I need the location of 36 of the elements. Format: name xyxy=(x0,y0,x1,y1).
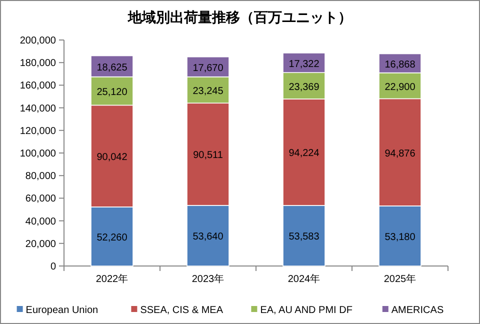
y-tick-label: 100,000 xyxy=(20,148,56,160)
legend-label: SSEA, CIS & MEA xyxy=(140,305,224,316)
y-tick-label: 0 xyxy=(50,262,56,272)
data-label: 94,876 xyxy=(384,148,416,160)
x-tick-label: 2024年 xyxy=(288,273,320,285)
chart-title: 地域別出荷量推移（百万ユニット） xyxy=(127,9,352,25)
data-label: 90,042 xyxy=(96,152,128,164)
y-tick-label: 200,000 xyxy=(20,36,56,46)
legend-label: AMERICAS xyxy=(391,305,444,316)
legend-label: European Union xyxy=(26,305,98,316)
data-label: 17,322 xyxy=(288,58,320,70)
x-tick-label: 2022年 xyxy=(96,273,128,285)
data-label: 94,224 xyxy=(288,148,320,160)
data-label: 52,260 xyxy=(96,232,128,244)
y-tick-label: 140,000 xyxy=(20,103,56,114)
data-label: 53,583 xyxy=(288,232,320,243)
data-label: 16,868 xyxy=(384,59,416,70)
y-tick-label: 60,000 xyxy=(25,194,56,205)
data-label: 23,245 xyxy=(192,86,224,97)
data-label: 25,120 xyxy=(96,87,128,98)
data-label: 90,511 xyxy=(193,150,224,162)
y-tick-label: 80,000 xyxy=(25,171,56,182)
x-tick-label: 2023年 xyxy=(192,273,224,285)
y-tick-label: 20,000 xyxy=(25,238,56,250)
y-tick-label: 120,000 xyxy=(20,126,56,137)
data-label: 53,640 xyxy=(192,232,224,243)
x-tick-label: 2025年 xyxy=(384,273,416,285)
data-label: 22,900 xyxy=(384,82,416,93)
data-label: 18,625 xyxy=(96,62,128,74)
y-tick-label: 180,000 xyxy=(20,58,56,70)
data-label: 23,369 xyxy=(288,82,320,93)
y-tick-label: 160,000 xyxy=(20,80,56,92)
data-label: 17,670 xyxy=(192,62,224,74)
y-tick-label: 40,000 xyxy=(25,216,56,228)
data-label: 53,180 xyxy=(384,232,416,243)
legend-label: EA, AU AND PMI DF xyxy=(260,305,352,316)
